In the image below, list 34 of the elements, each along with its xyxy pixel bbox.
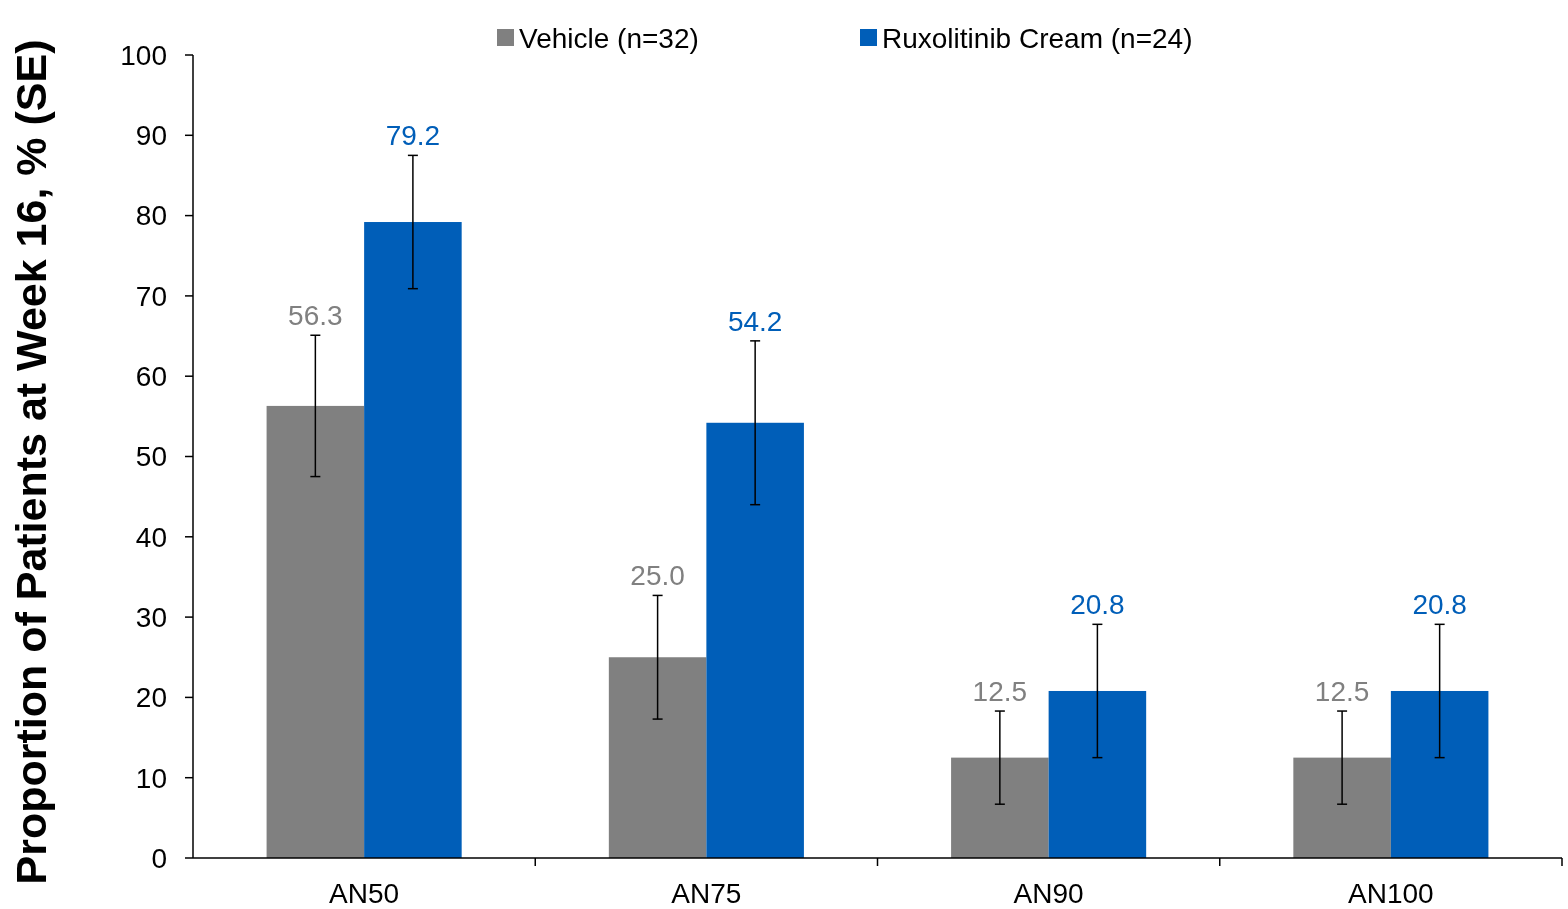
data-label: 25.0 bbox=[630, 560, 685, 592]
bar bbox=[706, 422, 804, 858]
data-label: 20.8 bbox=[1412, 589, 1467, 621]
bar bbox=[608, 657, 707, 858]
y-tick-label: 40 bbox=[135, 521, 167, 553]
x-tick-label: AN100 bbox=[1348, 878, 1434, 909]
x-tick-label: AN90 bbox=[1013, 878, 1084, 909]
y-tick-label: 100 bbox=[120, 39, 167, 71]
y-tick-label: 60 bbox=[135, 361, 167, 392]
x-tick-label: AN50 bbox=[329, 878, 400, 909]
data-label: 12.5 bbox=[1314, 676, 1370, 708]
bar bbox=[266, 405, 365, 858]
bar bbox=[1293, 757, 1391, 858]
legend-label: Vehicle (n=32) bbox=[519, 22, 699, 54]
bar bbox=[364, 222, 462, 858]
bar bbox=[951, 757, 1049, 858]
y-tick-label: 30 bbox=[135, 601, 167, 633]
data-label: 56.3 bbox=[288, 300, 343, 332]
data-label: 54.2 bbox=[727, 305, 783, 337]
y-tick-label: 10 bbox=[135, 762, 167, 794]
y-tick-label: 0 bbox=[151, 842, 167, 874]
data-label: 12.5 bbox=[972, 676, 1028, 708]
y-axis-title: Proportion of Patients at Week 16, % (SE) bbox=[7, 39, 55, 885]
y-tick-label: 50 bbox=[135, 441, 167, 473]
x-tick-label: AN75 bbox=[671, 878, 742, 909]
y-tick-label: 20 bbox=[135, 682, 167, 714]
data-label: 20.8 bbox=[1070, 589, 1125, 621]
y-tick-label: 90 bbox=[135, 120, 167, 152]
y-tick-label: 80 bbox=[135, 200, 167, 232]
bar bbox=[1048, 690, 1147, 858]
y-tick-label: 70 bbox=[135, 280, 167, 312]
data-label: 79.2 bbox=[385, 120, 441, 152]
legend-label: Ruxolitinib Cream (n=24) bbox=[882, 22, 1193, 54]
bar bbox=[1390, 690, 1489, 858]
